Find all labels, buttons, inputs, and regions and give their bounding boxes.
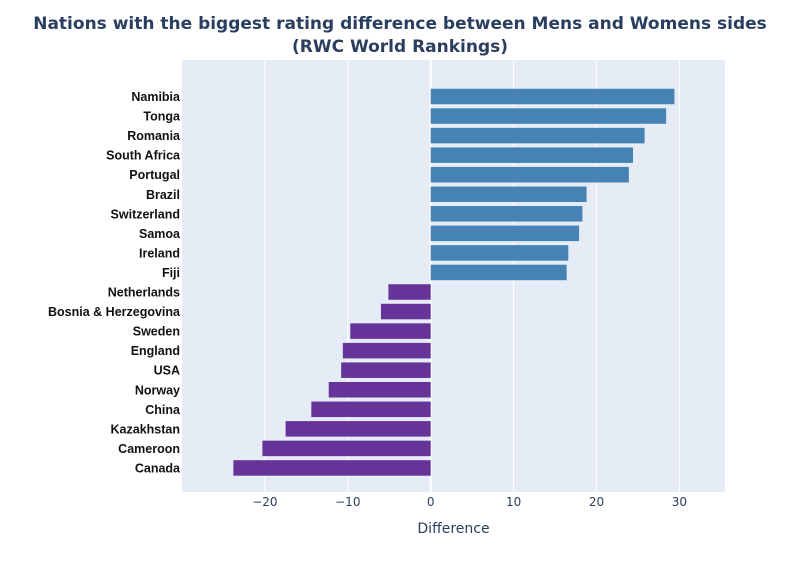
y-tick-label: Samoa [139, 227, 181, 241]
y-tick-label: Bosnia & Herzegovina [48, 305, 181, 319]
bar [341, 362, 431, 378]
y-tick-label: Sweden [133, 325, 180, 339]
chart-title-line-2: (RWC World Rankings) [292, 37, 508, 57]
x-tick-label: −20 [252, 495, 277, 509]
y-tick-label: Tonga [143, 110, 181, 124]
bar [430, 127, 645, 144]
x-axis-label: Difference [417, 521, 489, 537]
bar [285, 421, 431, 437]
y-tick-label: Portugal [129, 168, 180, 182]
x-tick-label: 0 [427, 495, 435, 509]
bar [328, 382, 431, 398]
y-tick-label: Kazakhstan [111, 422, 180, 436]
x-tick-label: 10 [506, 495, 521, 509]
y-tick-label: China [145, 403, 181, 417]
bar [388, 284, 431, 300]
bar [430, 206, 583, 222]
x-tick-label: −10 [335, 495, 360, 509]
bar [430, 245, 569, 261]
y-tick-label: Switzerland [111, 207, 180, 221]
bar-layer [233, 88, 675, 476]
bar [430, 147, 633, 163]
bar [233, 460, 431, 476]
x-tick-label: 20 [589, 495, 604, 509]
bar [380, 303, 431, 320]
bar [430, 186, 587, 202]
bar [430, 225, 580, 242]
y-tick-label: USA [154, 364, 180, 378]
bar [311, 401, 431, 418]
bar [430, 108, 667, 124]
x-tick-label: 30 [672, 495, 687, 509]
y-tick-label: Namibia [131, 90, 181, 104]
chart-title-line-1: Nations with the biggest rating differen… [33, 14, 767, 34]
bar [430, 88, 675, 105]
y-tick-label: South Africa [106, 149, 181, 163]
y-tick-label: Brazil [146, 188, 180, 202]
y-tick-label: Romania [127, 129, 181, 143]
y-tick-label: Norway [135, 383, 180, 397]
y-tick-label: Cameroon [118, 442, 180, 456]
bar [350, 323, 431, 339]
y-tick-label: England [131, 344, 180, 358]
bar [262, 440, 431, 457]
x-tick-labels: −20 −10 0 10 20 30 [252, 495, 687, 509]
bar [342, 342, 431, 359]
y-tick-label: Netherlands [108, 286, 180, 300]
bar [430, 264, 567, 281]
y-tick-label: Ireland [139, 246, 180, 260]
y-tick-labels: Namibia Tonga Romania South Africa Portugal B… [48, 90, 181, 475]
y-tick-label: Canada [135, 461, 181, 475]
y-tick-label: Fiji [162, 266, 180, 280]
bar [430, 166, 629, 183]
